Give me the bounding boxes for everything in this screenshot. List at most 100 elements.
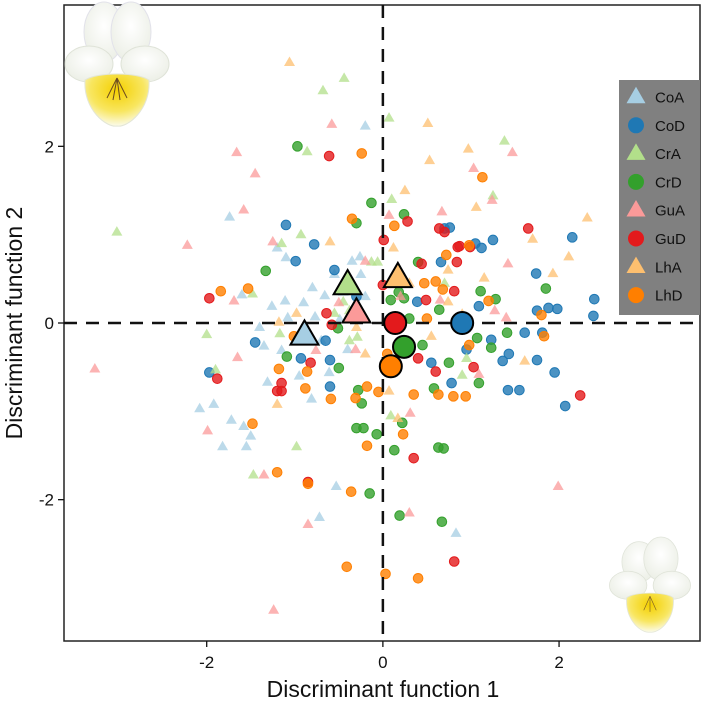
point-CrA-8: [295, 228, 307, 239]
point-CoA-10: [309, 310, 321, 321]
point-CoA-37: [293, 370, 305, 380]
point-LhA-1: [422, 117, 434, 127]
point-GuA-2: [249, 167, 261, 178]
point-GuA-27: [473, 368, 485, 378]
point-CoA-16: [258, 340, 270, 350]
point-GuD-26: [574, 390, 586, 401]
point-LhA-7: [527, 233, 539, 243]
point-CrA-23: [343, 334, 355, 345]
point-CoA-15: [261, 376, 273, 386]
point-CoD-7: [324, 381, 336, 392]
point-CoA-14: [306, 393, 318, 403]
point-CoD-35: [559, 400, 571, 412]
point-LhD-4: [463, 239, 475, 251]
point-LhD-11: [215, 285, 227, 297]
point-CrA-22: [111, 226, 123, 236]
point-LhD-10: [536, 309, 547, 321]
legend-label-CoA: CoA: [655, 90, 684, 107]
point-LhA-19: [519, 355, 531, 365]
point-GuA-26: [268, 604, 280, 614]
point-CoD-6: [324, 354, 336, 366]
point-CoD-33: [502, 384, 514, 396]
point-CoA-27: [450, 527, 462, 537]
y-tick-label-2: 2: [45, 137, 54, 156]
point-GuD-7: [451, 256, 463, 268]
point-GuA-14: [500, 311, 512, 322]
point-CoA-26: [313, 511, 325, 521]
legend-marker-GuA: [626, 199, 646, 217]
point-CoD-4: [249, 337, 261, 348]
point-LhD-29: [302, 478, 314, 490]
point-LhD-34: [463, 339, 475, 351]
point-CrD-32: [473, 377, 485, 389]
point-CoD-32: [446, 377, 457, 389]
point-LhA-11: [442, 264, 454, 274]
point-LhD-5: [441, 249, 452, 261]
point-LhD-17: [325, 393, 337, 405]
point-GuA-16: [333, 296, 345, 307]
point-GuA-8: [383, 209, 395, 219]
legend: CoA CoD CrA CrD GuA GuD LhA LhD: [619, 80, 700, 315]
legend-label-GuD: GuD: [655, 231, 686, 248]
point-CoA-34: [254, 321, 266, 332]
point-GuA-1: [231, 146, 243, 157]
point-CoA-1: [224, 211, 236, 221]
centroid-CoD: [450, 311, 475, 335]
point-LhD-6: [418, 277, 430, 289]
point-CoA-38: [355, 268, 367, 279]
point-LhA-20: [350, 321, 362, 332]
point-CrD-31: [501, 327, 513, 339]
point-GuA-3: [238, 204, 250, 214]
point-CoD-21: [551, 303, 563, 315]
point-CrA-20: [456, 369, 468, 379]
x-tick-label-0: -2: [199, 653, 214, 672]
point-CoD-29: [497, 355, 508, 367]
point-LhD-9: [483, 295, 494, 307]
legend-label-CrD: CrD: [655, 174, 682, 191]
point-GuD-16: [326, 319, 338, 331]
point-GuD-18: [211, 373, 223, 384]
point-CrD-33: [417, 339, 428, 351]
point-GuA-15: [434, 294, 446, 304]
point-CrD-30: [485, 342, 497, 354]
legend-label-LhA: LhA: [655, 259, 682, 276]
point-CrD-22: [371, 429, 383, 440]
point-CoD-36: [426, 357, 437, 369]
point-CoD-24: [411, 296, 423, 308]
centroid-LhA: [382, 260, 414, 289]
point-CoD-34: [514, 384, 525, 396]
legend-item-GuD: GuD: [628, 230, 686, 248]
point-LhD-7: [430, 276, 442, 287]
point-GuD-17: [305, 357, 316, 369]
legend-marker-LhD: [628, 287, 644, 304]
point-LhD-27: [247, 418, 258, 430]
point-LhA-23: [359, 348, 371, 358]
centroid-layer: [288, 260, 475, 379]
point-LhD-33: [412, 572, 424, 584]
point-CoD-0: [280, 219, 292, 231]
point-LhD-8: [437, 284, 449, 295]
point-GuA-9: [436, 205, 448, 216]
point-CoA-8: [319, 289, 331, 300]
centroid-CoA: [288, 318, 321, 346]
legend-marker-CrA: [626, 143, 646, 160]
point-CrA-16: [210, 363, 222, 374]
y-axis-title: Discriminant function 2: [1, 207, 27, 440]
point-LhD-22: [433, 389, 444, 400]
point-LhA-10: [478, 272, 490, 282]
point-GuA-23: [302, 518, 314, 529]
point-GuA-21: [258, 469, 270, 479]
point-GuD-8: [416, 258, 427, 270]
point-CrA-17: [274, 327, 286, 338]
point-CrD-0: [292, 141, 303, 152]
point-GuD-22: [408, 452, 420, 464]
point-LhA-17: [383, 385, 395, 395]
point-CrD-34: [443, 357, 455, 369]
point-GuD-28: [430, 366, 442, 377]
point-CrD-28: [436, 516, 448, 528]
point-LhD-31: [341, 561, 353, 573]
legend-label-GuA: GuA: [655, 203, 685, 220]
point-LhD-2: [389, 220, 400, 232]
point-CoA-7: [298, 296, 310, 307]
